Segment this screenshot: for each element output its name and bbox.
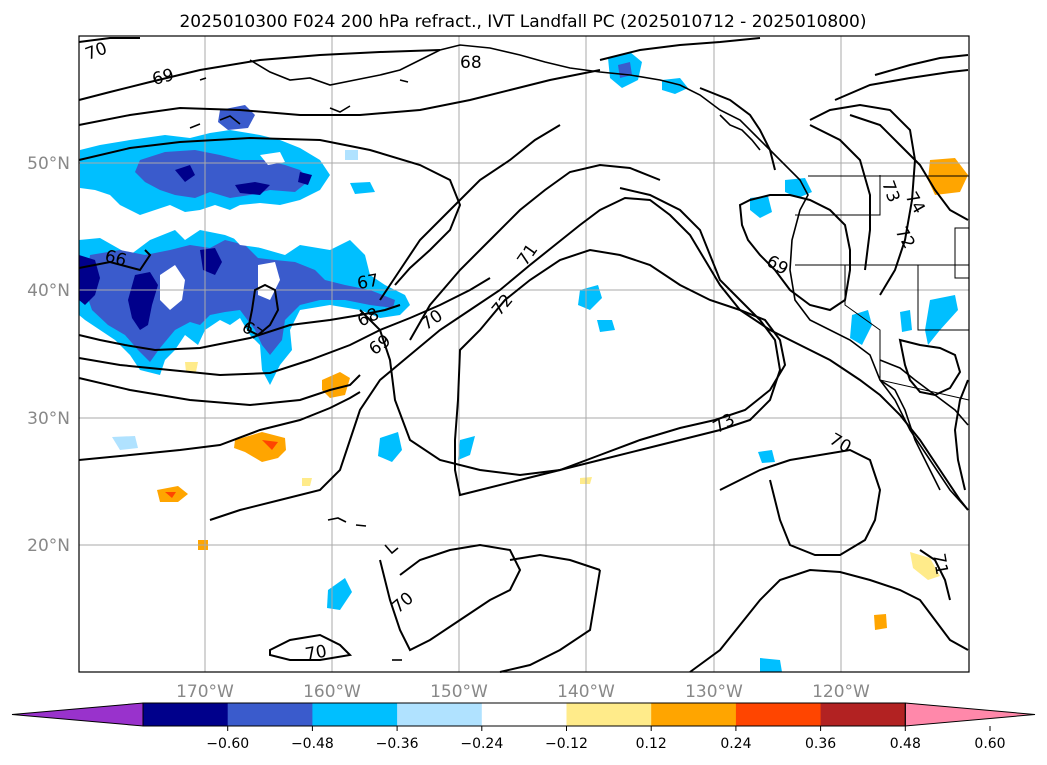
map-panel: 70 69 68 66 67 68 67 70 69 71 72 73 74 7… [78, 35, 970, 673]
colorbar-tick-label: −0.24 [460, 736, 503, 752]
colorbar-tick-label: −0.48 [291, 736, 334, 752]
lon-label-130w: 130°W [685, 682, 743, 702]
colorbar-ticks: −0.60 −0.48 −0.36 −0.24 −0.12 0.12 0.24 0.36 0.4… [206, 726, 1006, 752]
lon-label-120w: 120°W [812, 682, 870, 702]
colorbar-swatch [735, 703, 822, 726]
contour-label: 71 [928, 552, 951, 577]
colorbar: −0.60 −0.48 −0.36 −0.24 −0.12 0.12 0.24 0.36 0.4… [11, 702, 1036, 752]
colorbar-tick-label: 0.60 [974, 736, 1005, 752]
colorbar-tick-label: 0.24 [720, 736, 751, 752]
coastlines [189, 44, 969, 661]
negative-shading [79, 52, 958, 672]
contour-label: 67 [356, 271, 381, 294]
contour-label: 68 [460, 53, 482, 73]
lon-label-150w: 150°W [430, 682, 488, 702]
latitude-labels: 50°N 40°N 30°N 20°N [27, 154, 70, 556]
longitude-labels: 170°W 160°W 150°W 140°W 130°W 120°W [176, 682, 870, 702]
colorbar-swatch [820, 703, 906, 726]
colorbar-swatch [397, 703, 483, 726]
colorbar-swatch [651, 703, 737, 726]
colorbar-swatch [312, 703, 398, 726]
colorbar-swatch [143, 703, 229, 726]
colorbar-tick-label: −0.60 [206, 736, 249, 752]
lat-label-20n: 20°N [27, 536, 70, 556]
lon-label-160w: 160°W [303, 682, 361, 702]
colorbar-extend-max [904, 702, 1036, 727]
colorbar-tick-label: −0.36 [376, 736, 419, 752]
colorbar-tick-label: 0.36 [805, 736, 836, 752]
colorbar-swatch [227, 703, 313, 726]
contour-label: 70 [304, 642, 329, 665]
colorbar-swatch [481, 703, 567, 726]
lon-label-170w: 170°W [176, 682, 234, 702]
refractivity-contours [78, 37, 969, 673]
lat-label-30n: 30°N [27, 409, 70, 429]
lon-label-140w: 140°W [557, 682, 615, 702]
lat-label-40n: 40°N [27, 281, 70, 301]
colorbar-tick-label: −0.12 [545, 736, 588, 752]
colorbar-swatches [11, 702, 1036, 727]
map-title: 2025010300 F024 200 hPa refract., IVT La… [179, 12, 866, 32]
lat-label-50n: 50°N [27, 154, 70, 174]
colorbar-tick-label: 0.12 [636, 736, 667, 752]
colorbar-extend-min [11, 702, 144, 727]
colorbar-tick-label: 0.48 [890, 736, 921, 752]
colorbar-swatch [566, 703, 652, 726]
